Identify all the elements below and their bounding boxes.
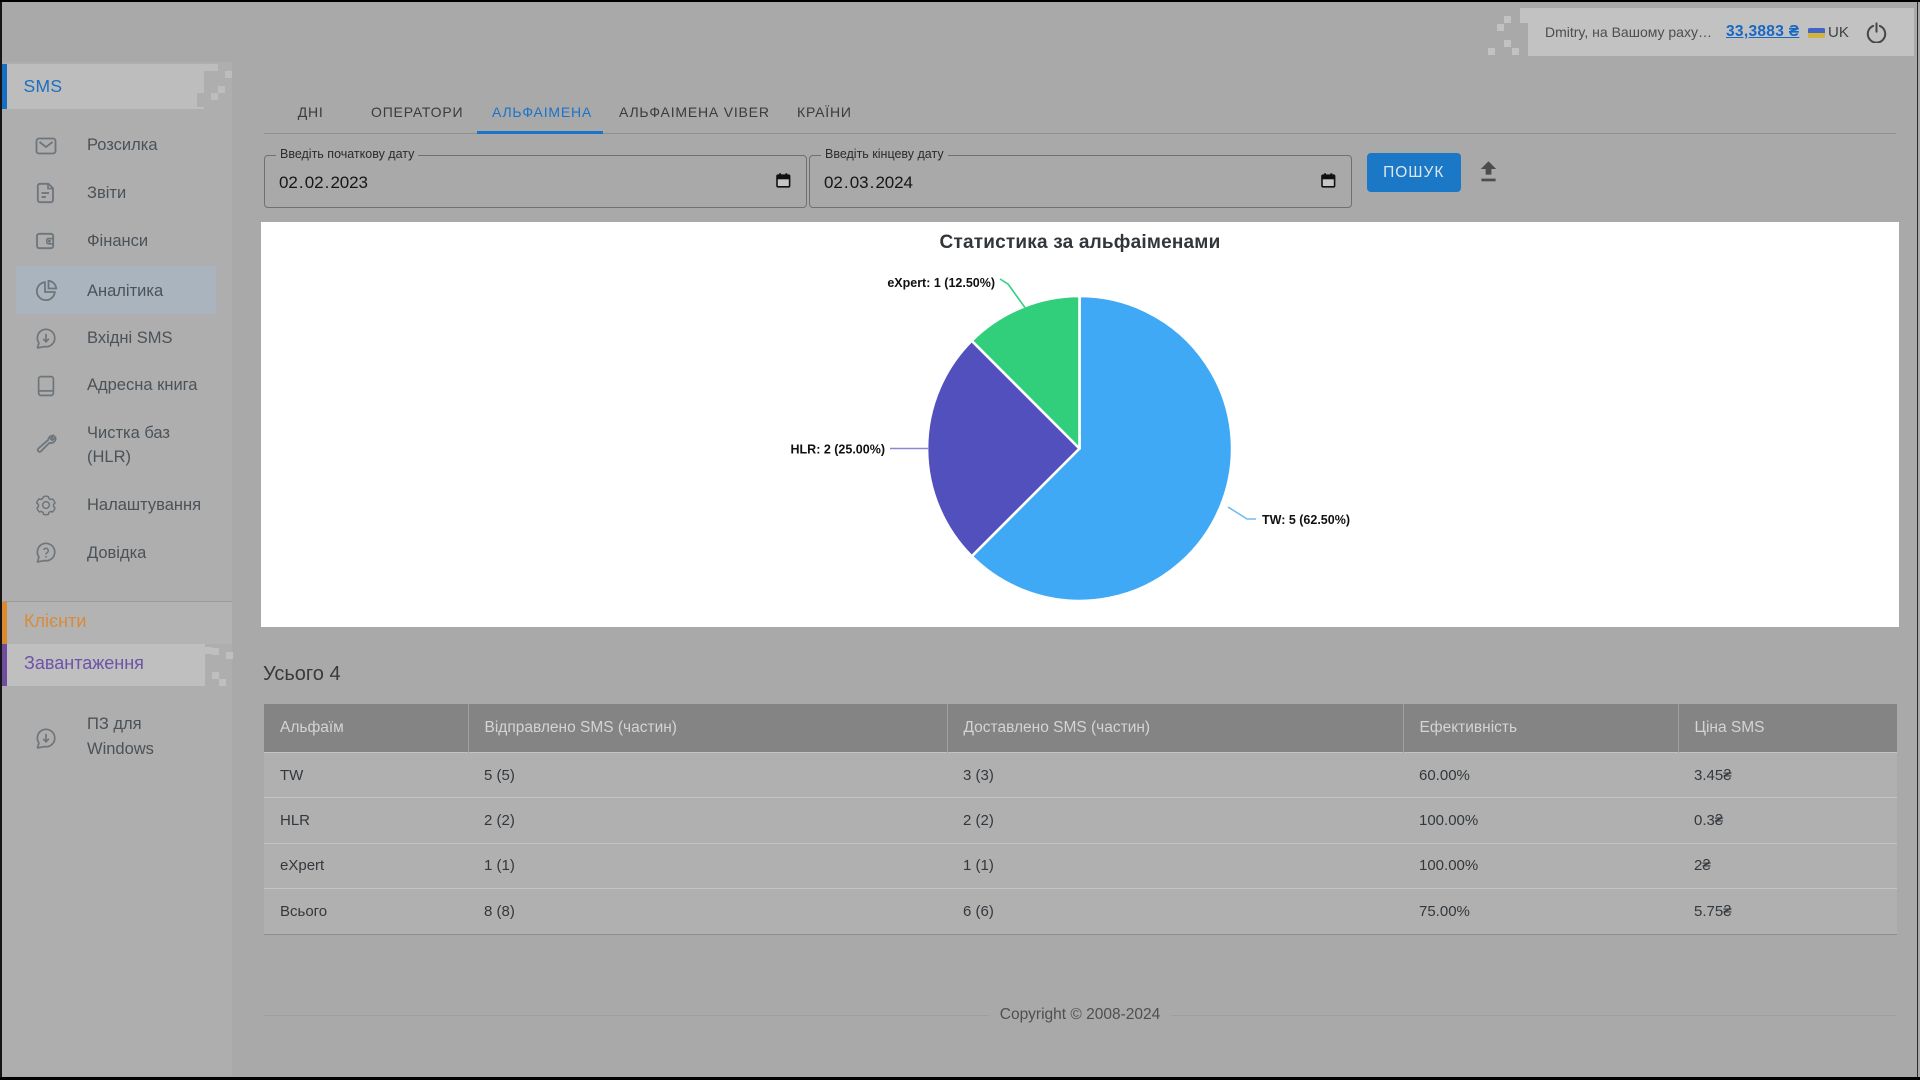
svg-text:HLR: 2 (25.00%): HLR: 2 (25.00%) — [791, 443, 885, 457]
svg-text:eXpert: 1 (12.50%): eXpert: 1 (12.50%) — [887, 276, 995, 290]
svg-text:TW: 5 (62.50%): TW: 5 (62.50%) — [1262, 513, 1350, 527]
